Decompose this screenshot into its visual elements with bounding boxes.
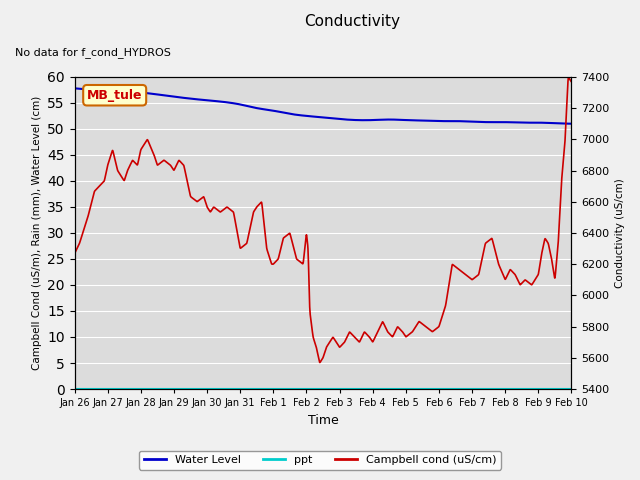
Campbell cond (uS/cm)	[70, 251, 78, 256]
Text: MB_tule: MB_tule	[87, 89, 143, 102]
Line: Water Level: Water Level	[74, 88, 572, 124]
ppt	[367, 386, 374, 392]
Water Level	[478, 119, 486, 125]
ppt	[568, 386, 575, 392]
Water Level	[568, 121, 575, 127]
Campbell cond (uS/cm)	[554, 251, 561, 256]
ppt	[186, 386, 194, 392]
ppt	[70, 386, 78, 392]
ppt	[326, 386, 334, 392]
Water Level	[367, 117, 374, 123]
Campbell cond (uS/cm)	[568, 79, 575, 85]
ppt	[543, 386, 550, 392]
Y-axis label: Campbell Cond (uS/m), Rain (mm), Water Level (cm): Campbell Cond (uS/m), Rain (mm), Water L…	[31, 96, 42, 370]
Water Level	[340, 117, 348, 122]
Campbell cond (uS/cm)	[96, 183, 104, 189]
Water Level	[307, 113, 314, 119]
Water Level	[70, 85, 78, 91]
ppt	[166, 386, 173, 392]
Text: No data for f_cond_HYDROS: No data for f_cond_HYDROS	[15, 47, 171, 58]
Text: Conductivity: Conductivity	[304, 14, 400, 29]
Campbell cond (uS/cm)	[316, 360, 324, 365]
Campbell cond (uS/cm)	[299, 261, 307, 266]
Water Level	[310, 114, 317, 120]
Campbell cond (uS/cm)	[462, 272, 470, 278]
Line: Campbell cond (uS/cm): Campbell cond (uS/cm)	[74, 78, 572, 362]
Water Level	[556, 120, 563, 126]
Legend: Water Level, ppt, Campbell cond (uS/cm): Water Level, ppt, Campbell cond (uS/cm)	[140, 451, 500, 469]
Campbell cond (uS/cm)	[553, 253, 561, 259]
ppt	[527, 386, 535, 392]
Campbell cond (uS/cm)	[564, 75, 572, 81]
Campbell cond (uS/cm)	[312, 344, 320, 349]
Y-axis label: Conductivity (uS/cm): Conductivity (uS/cm)	[615, 178, 625, 288]
X-axis label: Time: Time	[308, 414, 339, 427]
